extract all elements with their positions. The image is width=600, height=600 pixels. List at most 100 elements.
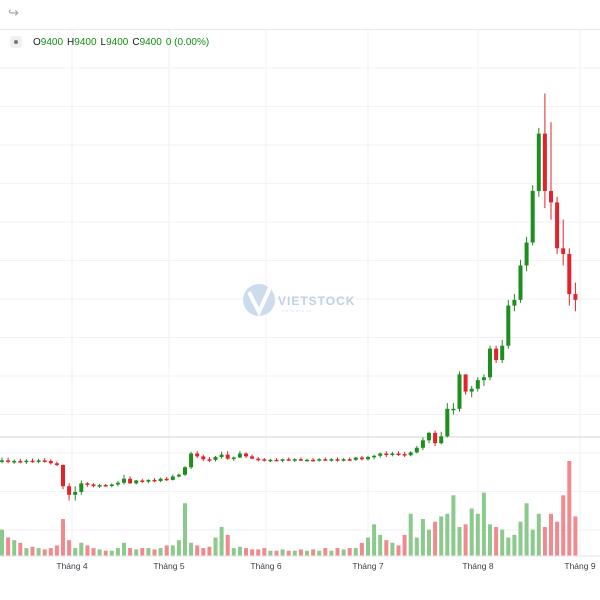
volume-bar [433, 521, 438, 556]
volume-bar [103, 550, 108, 556]
volume-bar [475, 513, 480, 556]
candle-body [280, 459, 285, 461]
svg-text:vietstock.vn: vietstock.vn [282, 309, 312, 313]
candle-body [506, 305, 511, 346]
candle-body [353, 457, 358, 460]
toolbar: ↪ [0, 0, 600, 30]
volume-bar [481, 492, 486, 556]
candle-body [396, 453, 401, 456]
candle-body [494, 348, 499, 361]
volume-bar [366, 537, 370, 556]
candle-body [488, 348, 492, 378]
volume-bar [152, 549, 157, 556]
volume-bar [488, 524, 492, 556]
candle-body [542, 133, 547, 191]
volume-bar [54, 545, 59, 556]
candle-body [158, 478, 163, 482]
x-tick-label: Tháng 4 [56, 561, 87, 571]
volume-bar [12, 540, 17, 556]
candle-body [341, 459, 346, 461]
candle-body [433, 432, 438, 444]
horizontal-grid [0, 67, 600, 531]
volume-bar [48, 548, 53, 556]
volume-bar [0, 529, 4, 556]
volume-bar [164, 545, 169, 556]
volume-bar [30, 546, 35, 556]
volume-bar [469, 508, 474, 556]
candle-body [378, 453, 383, 456]
candle-body [54, 463, 59, 465]
candle-body [67, 486, 72, 495]
close-value: 9400 [139, 36, 162, 48]
candle-body [24, 460, 29, 463]
volume-bar [85, 545, 90, 556]
volume-bar [67, 540, 72, 556]
candle-body [555, 202, 560, 249]
watermark: VIETSTOCK vietstock.vn [243, 284, 354, 317]
candle-body [329, 459, 334, 461]
volume-bar [170, 545, 175, 556]
volume-bar [542, 526, 547, 556]
candle-body [164, 478, 169, 481]
candle-body [176, 474, 181, 477]
x-axis: Tháng 4 Tháng 5 Tháng 6 Tháng 7 Tháng 8 Tháng… [56, 561, 595, 571]
volume-bar [262, 548, 267, 556]
candle-body [372, 455, 377, 458]
volume-bar [402, 534, 407, 556]
volume-bar [317, 550, 322, 556]
volume-bar [445, 513, 450, 556]
candle-body [286, 459, 291, 461]
volume-bar [427, 529, 431, 556]
change-value: 0 (0.00%) [165, 36, 210, 48]
candle-body [274, 459, 279, 462]
candle-body [18, 460, 23, 463]
candle-body [42, 460, 47, 462]
candle-body [530, 190, 535, 243]
candle-body [463, 374, 468, 392]
candle-body [122, 478, 126, 483]
volume-bar [311, 549, 316, 556]
volume-bar [213, 537, 218, 556]
redo-arrow-icon[interactable]: ↪ [8, 5, 19, 20]
high-label: H [67, 36, 75, 48]
volume-bar [237, 546, 242, 556]
candle-body [475, 380, 480, 389]
candle-body [189, 453, 194, 468]
candle-body [347, 459, 352, 461]
x-tick-label: Tháng 8 [462, 561, 493, 571]
candle-body [366, 456, 370, 460]
candle-body [115, 482, 120, 485]
candle-body [390, 453, 395, 456]
volume-bar [280, 549, 285, 556]
candle-body [451, 408, 456, 411]
candle-body [457, 374, 462, 409]
volume-bar [91, 548, 96, 556]
volume-bar [439, 516, 444, 556]
volume-bar [378, 534, 383, 556]
candle-body [225, 454, 230, 459]
candle-body [481, 377, 486, 381]
candle-body [536, 133, 541, 191]
volume-bar [518, 521, 523, 556]
low-label: L [100, 36, 107, 48]
volume-bar [573, 516, 578, 556]
volume-bar [524, 503, 529, 556]
volume-bar [231, 548, 236, 556]
candle-body [567, 254, 572, 295]
volume-bar [341, 549, 346, 556]
volume-bar [414, 537, 419, 556]
eye-toggle-icon[interactable] [10, 36, 22, 48]
candle-body [103, 485, 108, 487]
candle-body [36, 460, 41, 462]
volume-bar [73, 548, 78, 556]
volume-bar [451, 495, 456, 556]
candle-body [231, 457, 236, 460]
volume-bar [201, 548, 206, 556]
candle-body [91, 484, 96, 487]
volume-bar [128, 548, 133, 556]
volume-bar [353, 548, 358, 556]
candle-body [305, 459, 309, 462]
volume-bar [390, 542, 395, 556]
open-label: O [33, 36, 41, 48]
